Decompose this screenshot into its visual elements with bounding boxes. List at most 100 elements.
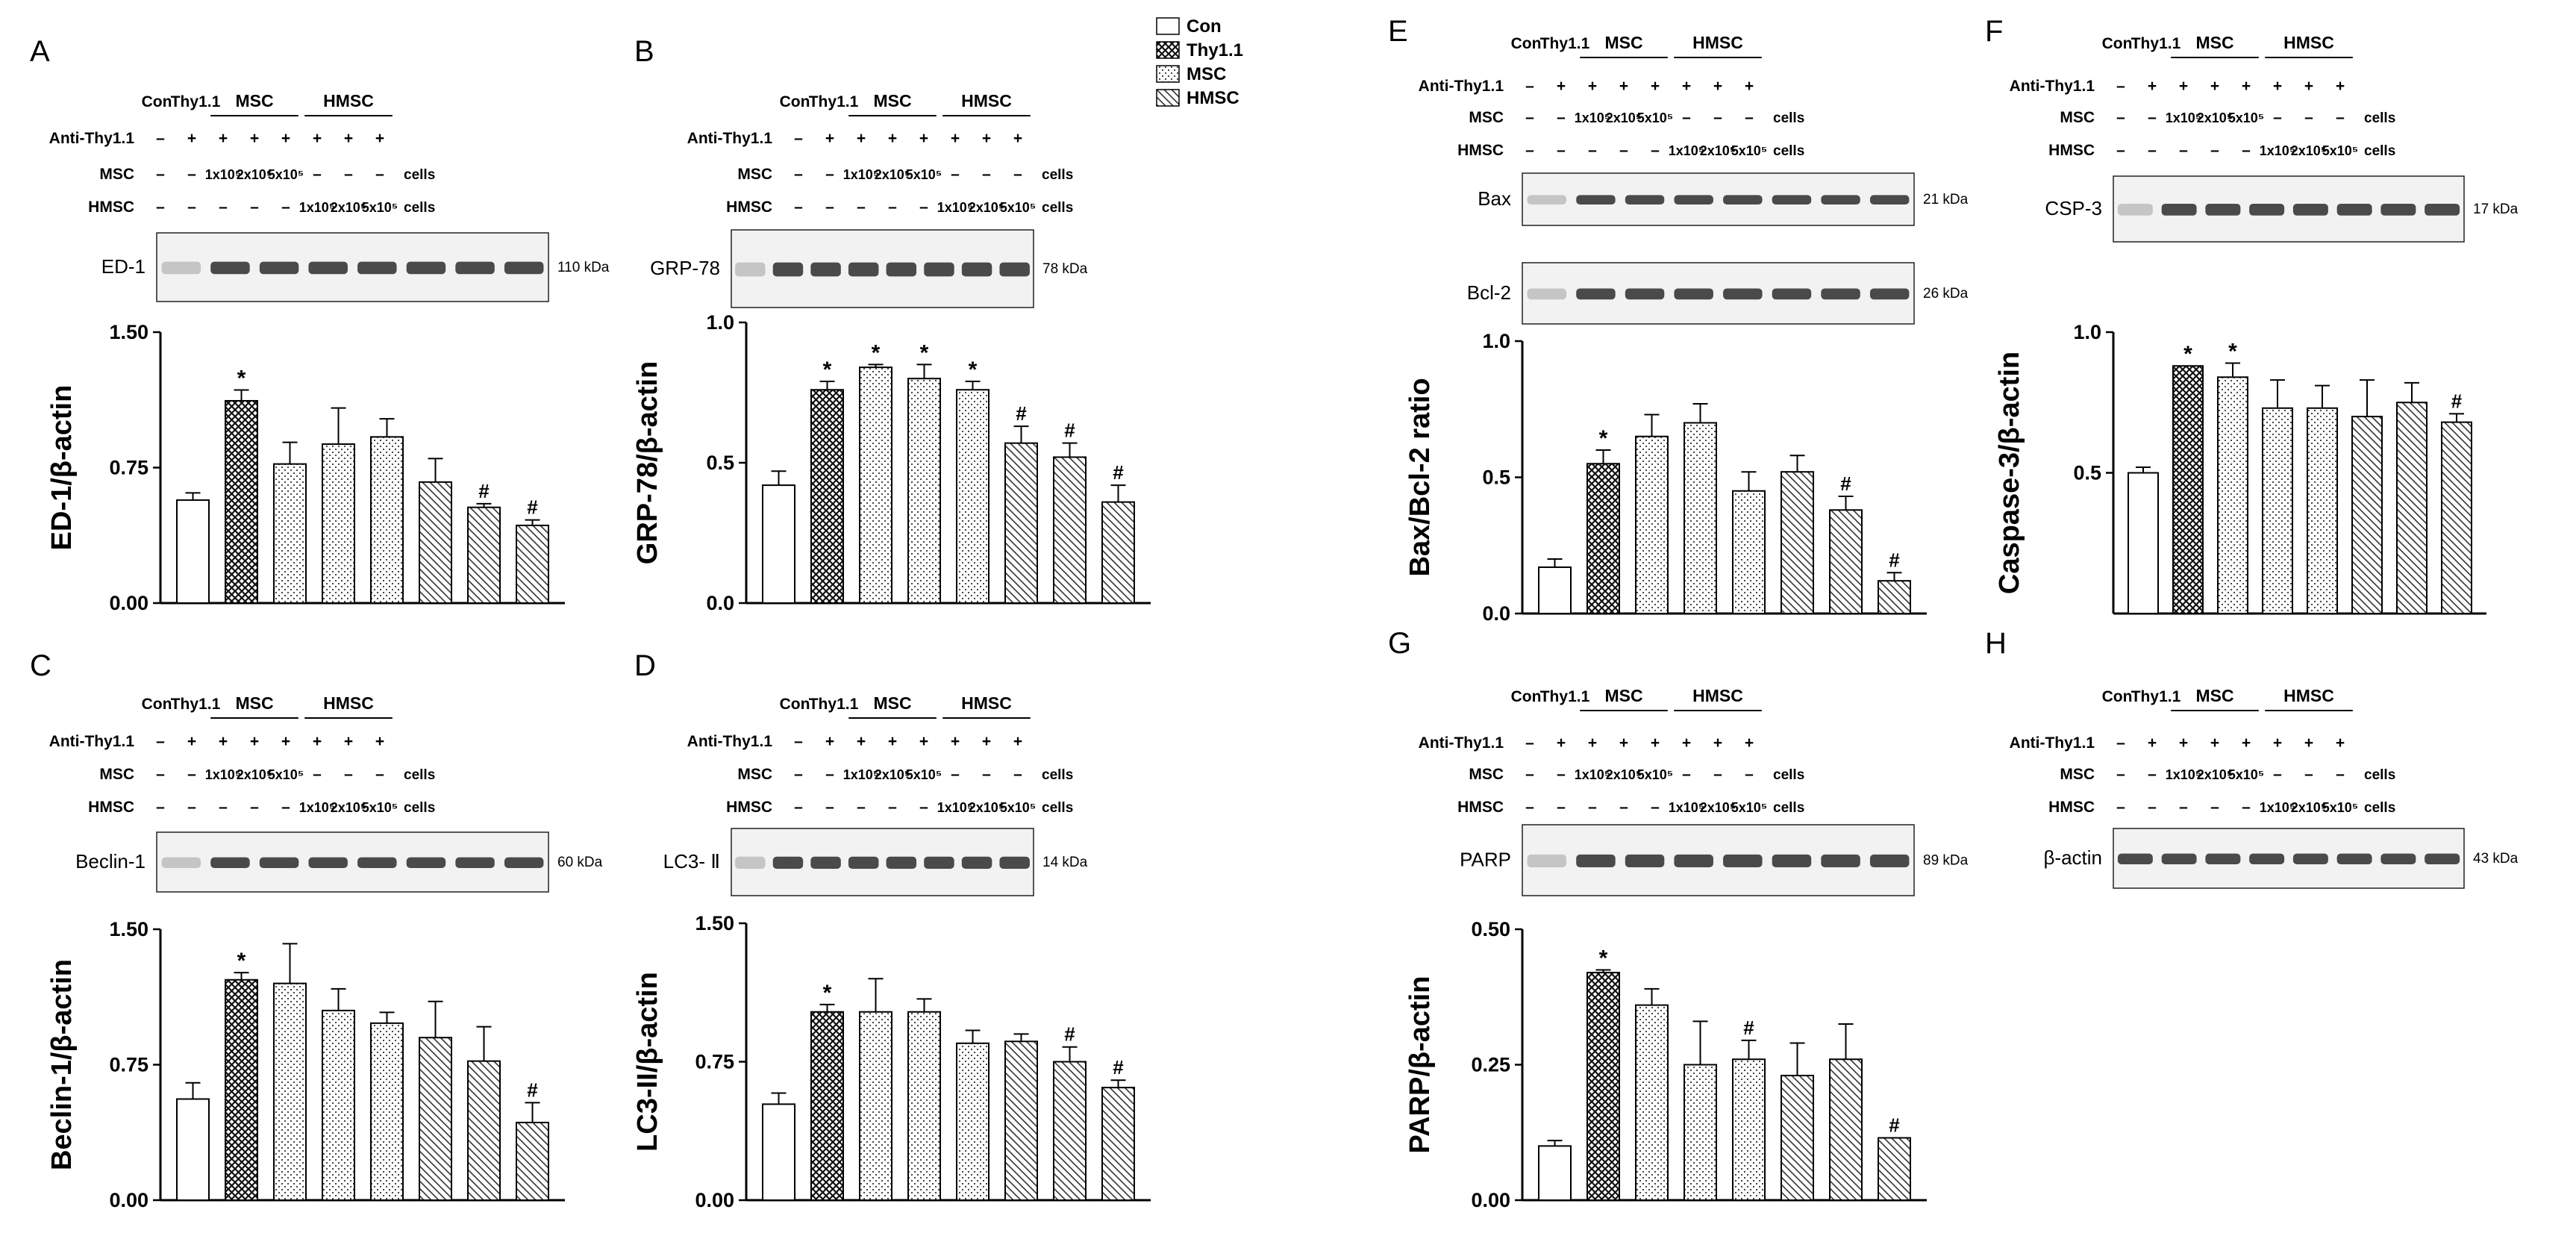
- A-ytick-label-1: 0.75: [109, 457, 149, 479]
- B-hmsc-cells: cells: [1042, 200, 1073, 216]
- G-msc-dose-3: 2x10⁵: [1606, 767, 1642, 782]
- D-msc-label: MSC: [737, 766, 772, 783]
- G-msc-label: MSC: [1469, 766, 1504, 783]
- F-hmsc-label: HMSC: [2048, 142, 2095, 159]
- H-blot-label: β-actin: [2043, 846, 2102, 869]
- B-sig-5: #: [1016, 402, 1027, 425]
- G-bar-2: [1635, 1004, 1669, 1201]
- E-bar-6: [1829, 509, 1863, 614]
- G-anti-3: +: [1619, 734, 1628, 752]
- B-anti-7: +: [1013, 130, 1022, 147]
- A-sig-6: #: [478, 480, 490, 502]
- B-panel-letter: B: [634, 35, 654, 68]
- D-bar-2: [859, 1011, 892, 1201]
- A-hmsc-label: HMSC: [88, 199, 134, 216]
- G-bar-4: [1732, 1058, 1766, 1201]
- F-bar-4: [2307, 407, 2338, 614]
- E-ytick-label-0: 0.0: [1482, 602, 1510, 625]
- E-band-3: [1674, 195, 1713, 205]
- F-anti-7: +: [2336, 78, 2345, 95]
- B-bar-4: [956, 389, 990, 604]
- B-ylabel: GRP-78/β-actin: [632, 361, 663, 564]
- E-msc-cells: cells: [1773, 110, 1804, 126]
- E-hmsc-dose-3: –: [1619, 142, 1628, 159]
- B-blot-label: GRP-78: [650, 257, 720, 279]
- D-anti-6: +: [982, 733, 991, 750]
- F-hmsc-dose-6: 2x10⁵: [2291, 143, 2328, 158]
- E-group-hmsc: HMSC: [1692, 33, 1743, 52]
- legend: Con Thy1.1 MSC HMSC: [1156, 16, 1243, 108]
- H-band-6: [2380, 853, 2416, 864]
- D-bar-4: [956, 1042, 990, 1202]
- C-bar-3: [322, 1009, 355, 1202]
- G-hmsc-dose-1: –: [1557, 799, 1566, 816]
- A-msc-dose-5: –: [313, 166, 322, 183]
- D-bar-1: [810, 1011, 844, 1201]
- G-anti-7: +: [1745, 734, 1754, 752]
- B-msc-dose-7: –: [1013, 166, 1022, 183]
- D-group-hmsc: HMSC: [961, 693, 1012, 713]
- E-band-2: [1625, 195, 1665, 205]
- B-sig-7: #: [1113, 461, 1124, 484]
- A-hmsc-dose-3: –: [250, 199, 259, 216]
- D-hmsc-dose-3: –: [888, 799, 897, 816]
- D-hmsc-dose-6: 2x10⁵: [969, 800, 1005, 815]
- F-hmsc-dose-4: –: [2242, 142, 2251, 159]
- G-hmsc-label: HMSC: [1457, 799, 1504, 816]
- H-band-2: [2205, 853, 2241, 864]
- C-group-hmsc: HMSC: [323, 693, 374, 713]
- A-anti-6: +: [344, 130, 353, 147]
- D-hmsc-dose-1: –: [825, 799, 834, 816]
- C-panel-letter: C: [30, 649, 51, 682]
- E-kda: 21 kDa: [1923, 192, 1969, 207]
- C-bar-7: [516, 1121, 549, 1201]
- A-msc-label: MSC: [99, 166, 134, 183]
- B-bar-1: [810, 389, 844, 604]
- C-anti-7: +: [375, 733, 384, 750]
- G-bar-3: [1684, 1064, 1717, 1201]
- B-msc-dose-2: 1x10⁵: [843, 167, 880, 182]
- G-band-7: [1869, 854, 1910, 867]
- F-msc-dose-3: 2x10⁵: [2197, 110, 2233, 125]
- A-group-hmsc: HMSC: [323, 91, 374, 110]
- F-blot-label: CSP-3: [2045, 197, 2102, 219]
- C-anti-2: +: [219, 733, 228, 750]
- A-blot-label: ED-1: [101, 255, 146, 278]
- D-anti-1: +: [825, 733, 834, 750]
- B-bar-5: [1004, 442, 1038, 604]
- G-msc-cells: cells: [1773, 767, 1804, 783]
- C-msc-dose-1: –: [187, 766, 196, 783]
- H-hmsc-dose-3: –: [2210, 799, 2219, 816]
- G-msc-dose-1: –: [1557, 766, 1566, 783]
- C-group-msc: MSC: [235, 693, 273, 713]
- D-panel-letter: D: [634, 649, 656, 682]
- C-band-6: [455, 857, 495, 868]
- D-bar-5: [1004, 1040, 1038, 1201]
- B-msc-label: MSC: [737, 166, 772, 183]
- A-anti-label: Anti-Thy1.1: [49, 130, 135, 147]
- F-ytick-label-1: 1.0: [2073, 321, 2101, 343]
- B-sig-4: *: [969, 358, 978, 382]
- B-hmsc-dose-0: –: [794, 199, 803, 216]
- D-msc-dose-3: 2x10⁵: [875, 767, 911, 782]
- A-ytick-label-0: 0.00: [109, 592, 149, 614]
- D-band-6: [961, 856, 992, 869]
- D-ytick-label-2: 1.50: [695, 912, 734, 934]
- D-anti-5: +: [951, 733, 960, 750]
- B-msc-cells: cells: [1042, 167, 1073, 183]
- A-band-4: [357, 261, 397, 275]
- A-band-2: [259, 261, 299, 275]
- E-hmsc-dose-4: –: [1651, 142, 1660, 159]
- D-hmsc-cells: cells: [1042, 800, 1073, 816]
- legend-label-con: Con: [1187, 16, 1222, 37]
- C-msc-dose-2: 1x10⁵: [205, 767, 242, 782]
- F-bar-2: [2217, 376, 2248, 614]
- B-band-7: [999, 262, 1030, 277]
- E-band-2-2: [1625, 288, 1665, 300]
- F-lane-con: Con: [2102, 35, 2133, 52]
- G-panel-letter: G: [1388, 627, 1411, 660]
- H-hmsc-dose-0: –: [2116, 799, 2125, 816]
- D-anti-2: +: [857, 733, 866, 750]
